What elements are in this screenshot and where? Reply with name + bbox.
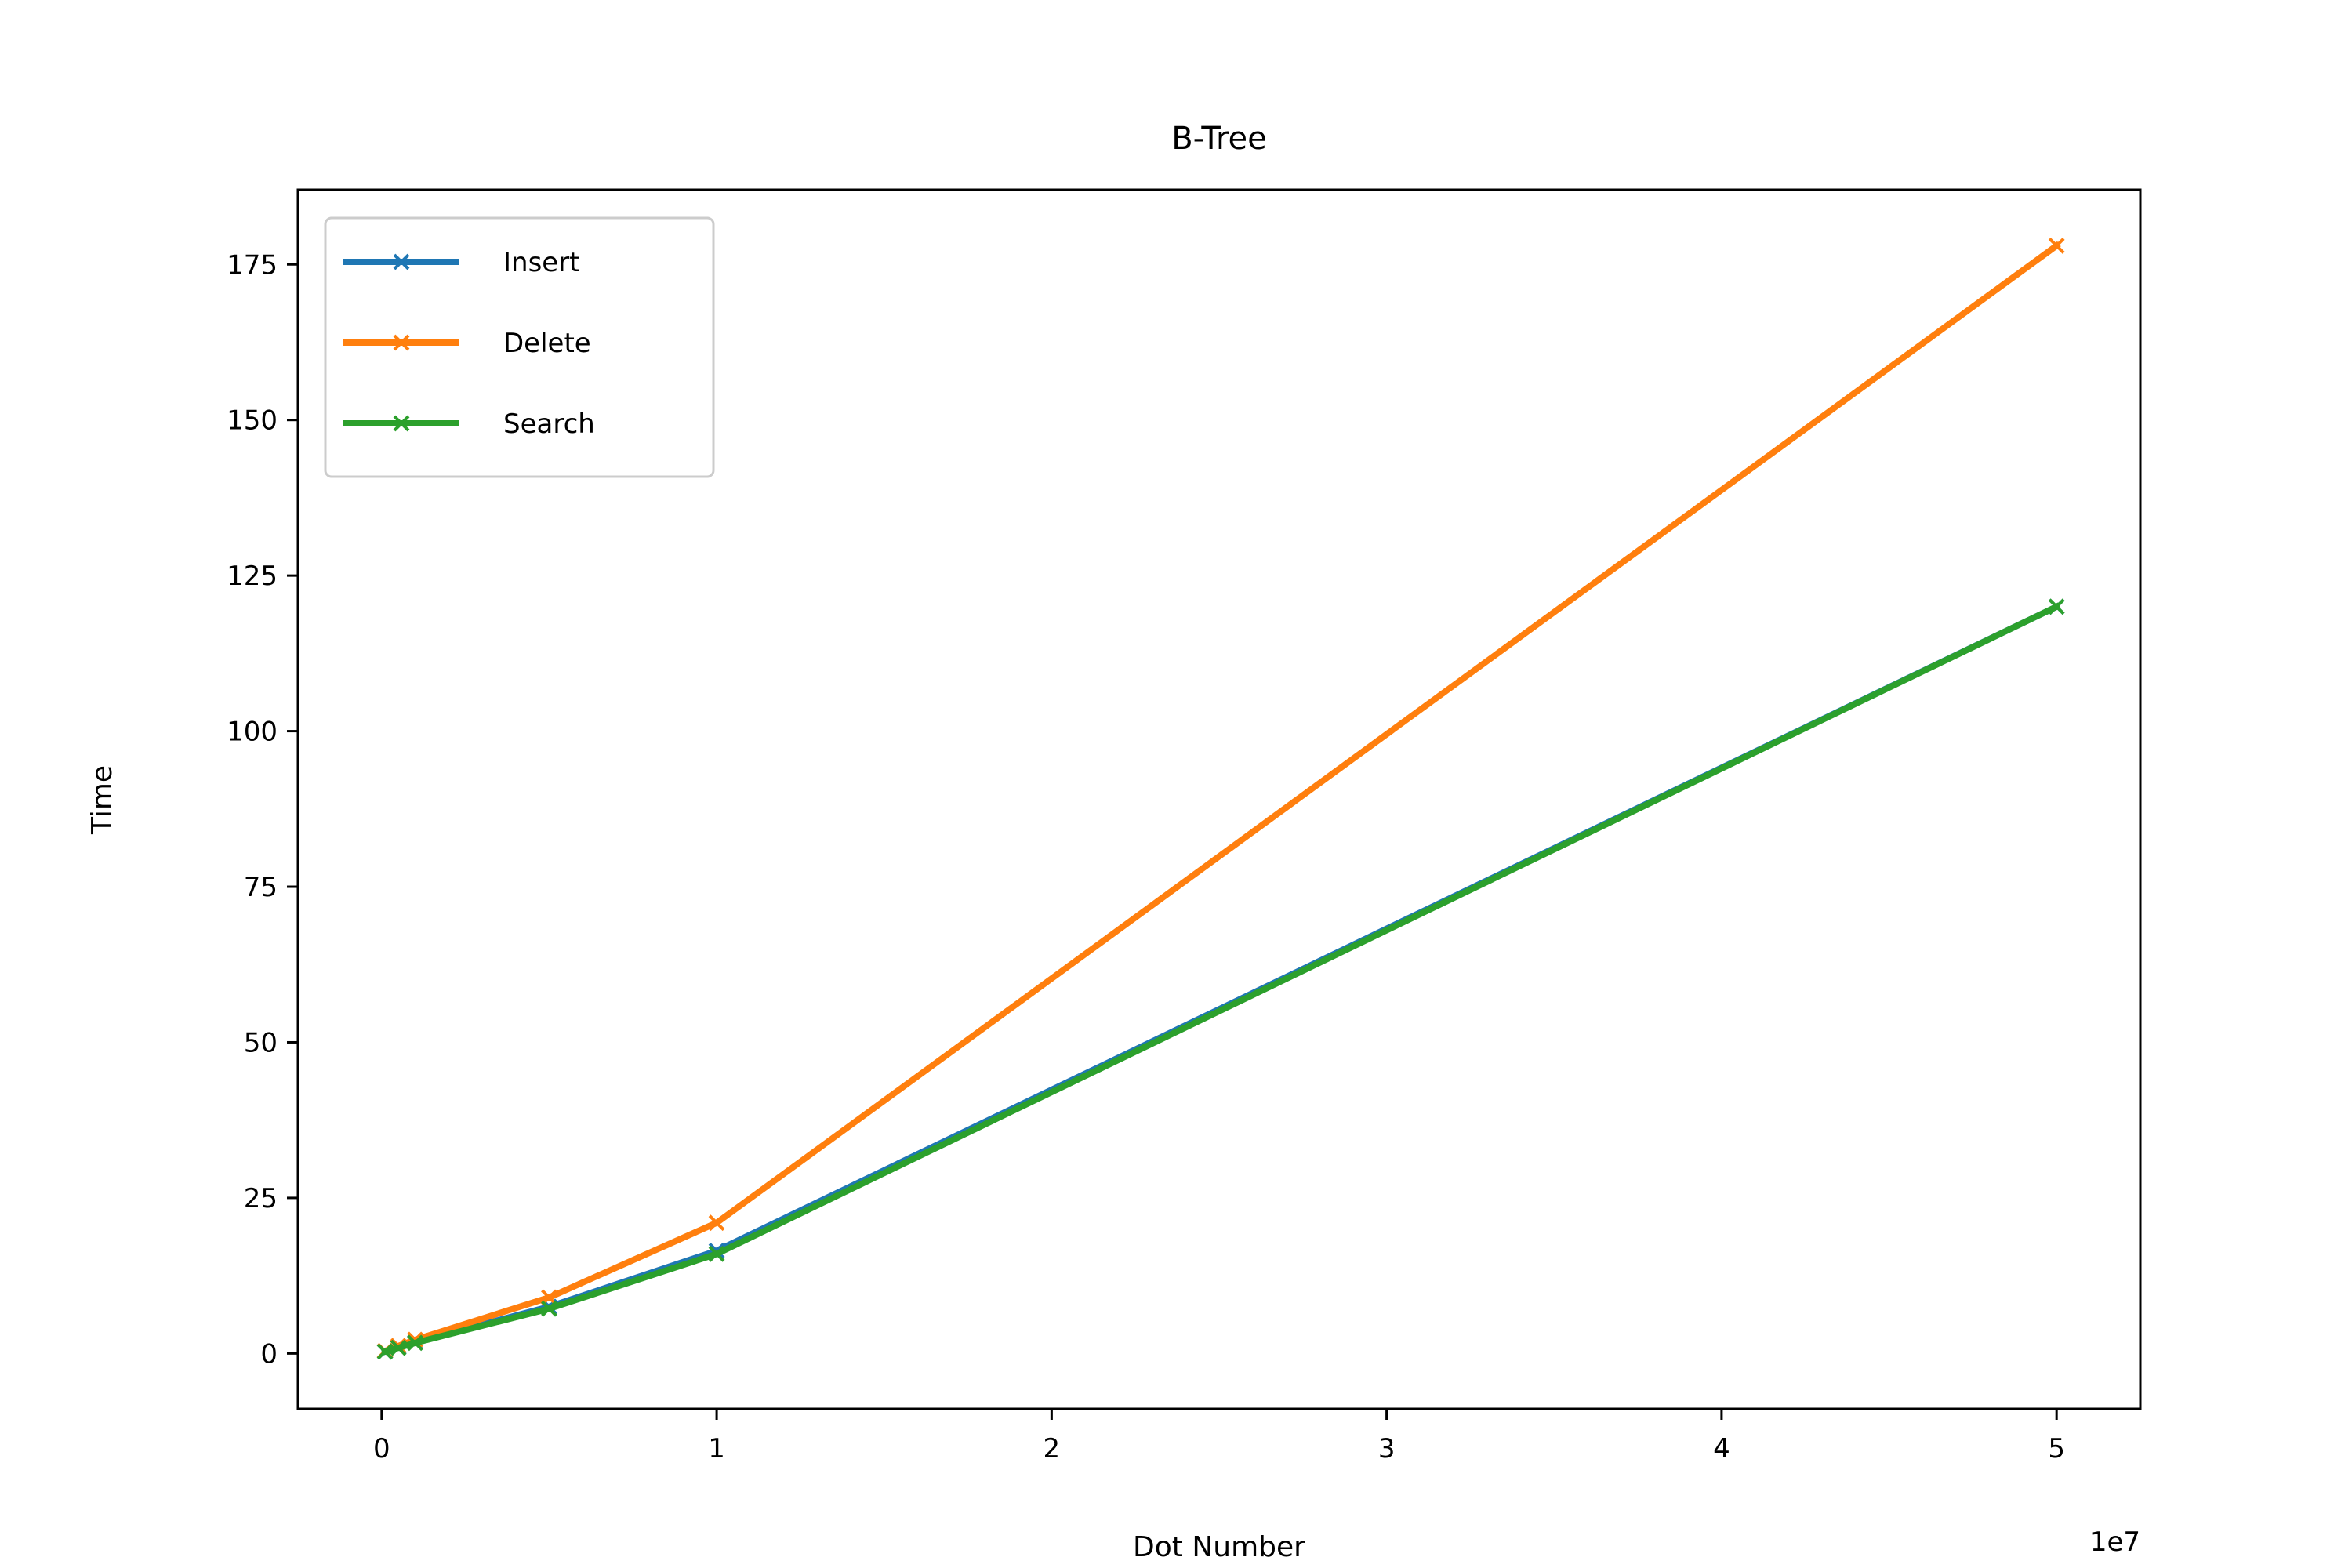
plot-area [376,238,2065,1360]
marker-stroke [2048,598,2065,615]
marker-stroke [2048,238,2065,254]
x-tick-label: 0 [373,1433,390,1465]
data-point-search [390,1339,407,1356]
axes-frame [296,188,2142,1410]
data-point-search [407,1334,423,1352]
y-tick-label: 0 [260,1338,278,1370]
marker-stroke [407,1334,423,1352]
y-tick-label: 175 [227,249,278,281]
data-point-delete [708,1214,725,1232]
legend-marker-insert [393,253,410,270]
x-tick-label: 3 [1378,1433,1396,1465]
legend-item-delete: Delete [343,328,591,359]
legend: Insert Delete Search [324,216,715,478]
marker-stroke [393,253,410,270]
y-tick-label: 125 [227,561,278,592]
y-axis-label: Time [86,765,118,835]
legend-marker-search [393,415,410,432]
legend-item-insert: Insert [343,247,580,278]
y-tick-label: 25 [244,1183,278,1214]
y-tick-label: 50 [244,1027,278,1058]
marker-stroke [390,1339,407,1356]
x-tick-label: 5 [2048,1433,2065,1465]
marker-stroke [541,1300,557,1317]
data-point-search [708,1245,725,1262]
data-point-delete [2048,238,2065,254]
marker-stroke [393,415,410,432]
x-tick-label: 4 [1713,1433,1730,1465]
marker-stroke [393,334,410,351]
data-point-search [2048,598,2065,615]
marker-stroke [708,1214,725,1232]
data-point-search [376,1343,394,1360]
series-search [376,598,2065,1360]
legend-frame [324,216,715,478]
x-tick-label: 2 [1044,1433,1061,1465]
x-axis-offset-label: 1e7 [2090,1526,2140,1558]
x-tick-label: 1 [708,1433,725,1465]
legend-marker-delete [393,334,410,351]
marker-stroke [708,1245,725,1262]
y-tick-label: 75 [244,872,278,903]
marker-stroke [376,1343,394,1360]
legend-item-search: Search [343,408,595,440]
x-axis-label: Dot Number [1133,1531,1305,1563]
legend-label-search: Search [503,408,595,440]
legend-label-insert: Insert [503,247,580,278]
chart-title: B-Tree [1171,121,1267,157]
y-tick-label: 150 [227,405,278,437]
data-point-search [541,1300,557,1317]
legend-label-delete: Delete [503,328,591,359]
y-tick-label: 100 [227,717,278,748]
